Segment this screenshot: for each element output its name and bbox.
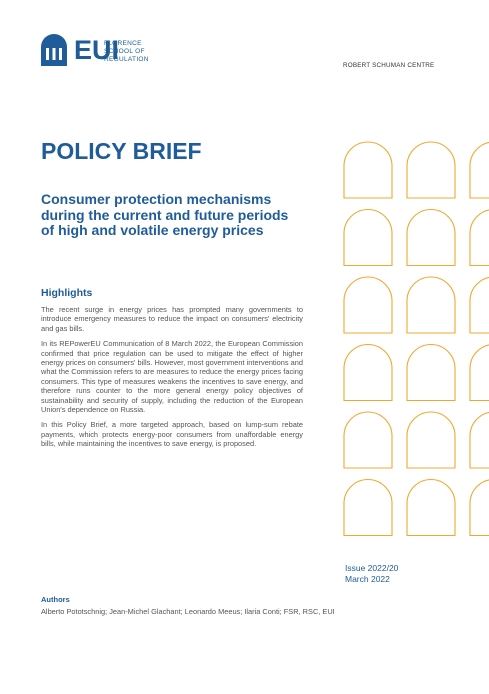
logo-icon <box>41 34 67 66</box>
arch <box>469 209 489 267</box>
arch <box>343 276 393 334</box>
arch <box>343 141 393 199</box>
paragraph: In its REPowerEU Communication of 8 Marc… <box>41 339 303 415</box>
arch <box>406 141 456 199</box>
arch <box>469 479 489 537</box>
arch <box>469 412 489 469</box>
date: March 2022 <box>345 574 390 584</box>
arch <box>406 344 456 402</box>
arch <box>406 411 456 469</box>
paragraph: In this Policy Brief, a more targeted ap… <box>41 420 303 449</box>
arch <box>469 277 489 334</box>
centre: ROBERT SCHUMAN CENTRE <box>343 62 435 69</box>
school-name: FLORENCE SCHOOL OF REGULATION <box>104 40 149 64</box>
school-line: SCHOOL OF <box>104 48 145 55</box>
arch <box>406 479 456 537</box>
logo: EUI <box>74 35 120 65</box>
arch <box>469 142 489 199</box>
arch <box>406 276 456 334</box>
arch <box>343 479 393 537</box>
issue-block: Issue 2022/20 March 2022 <box>345 563 398 585</box>
school-line: FLORENCE <box>104 40 142 47</box>
paragraph: The recent surge in energy prices has pr… <box>41 305 303 333</box>
subtitle: Consumer protection mechanisms during th… <box>41 191 289 238</box>
arch <box>343 344 393 402</box>
authors-heading: Authors <box>41 595 70 604</box>
arch <box>469 344 489 402</box>
highlights-heading: Highlights <box>41 287 93 299</box>
issue: Issue 2022/20 <box>345 563 399 573</box>
arch <box>406 209 456 267</box>
authors: Alberto Pototschnig; Jean-Michel Glachan… <box>41 607 335 616</box>
highlights: The recent surge in energy prices has pr… <box>41 305 303 455</box>
school-line: REGULATION <box>104 56 149 63</box>
title: POLICY BRIEF <box>41 138 202 164</box>
arch <box>343 209 393 267</box>
arch <box>343 411 393 469</box>
